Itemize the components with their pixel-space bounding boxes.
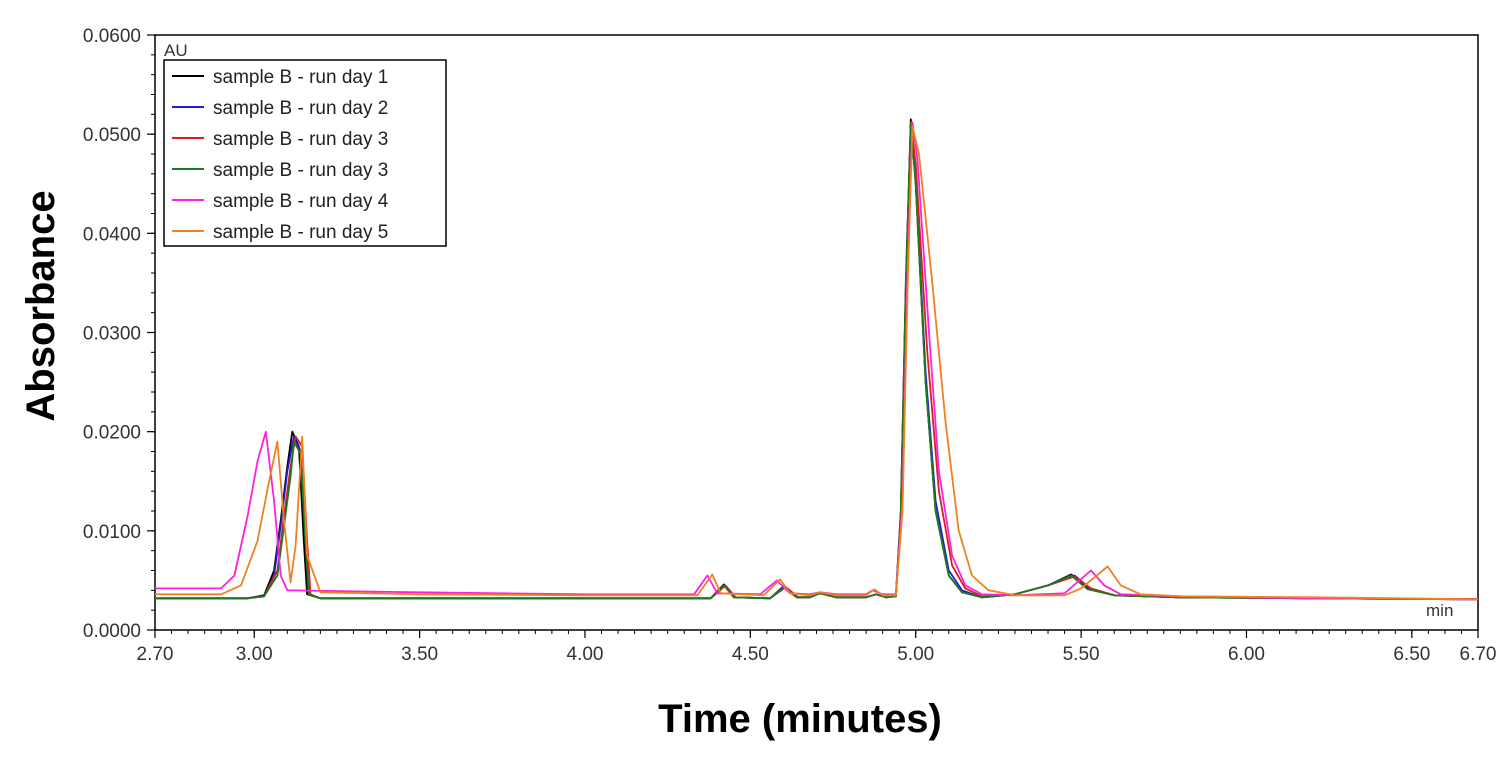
x-unit-label: min — [1426, 601, 1453, 620]
y-tick-label: 0.0000 — [83, 621, 141, 642]
y-unit-label: AU — [164, 41, 188, 60]
y-axis: 0.0000 0.0100 0.0200 0.0300 0.0400 0.0500 0.06… — [83, 26, 155, 642]
x-tick-label: 6.70 — [1460, 644, 1497, 665]
legend-label: sample B - run day 3 — [213, 129, 388, 150]
y-tick-label: 0.0500 — [83, 125, 141, 146]
y-tick-label: 0.0300 — [83, 324, 141, 345]
x-tick-label: 3.00 — [236, 644, 273, 665]
x-tick-label: 6.00 — [1228, 644, 1265, 665]
x-axis-title: Time (minutes) — [658, 697, 942, 741]
y-axis-title: Absorbance — [19, 190, 63, 421]
y-tick-label: 0.0400 — [83, 224, 141, 245]
legend: sample B - run day 1 sample B - run day 2… — [163, 59, 447, 247]
y-tick-label: 0.0200 — [83, 423, 141, 444]
y-tick-label: 0.0100 — [83, 522, 141, 543]
x-tick-label: 4.00 — [566, 644, 603, 665]
legend-label: sample B - run day 1 — [213, 67, 388, 88]
x-axis: 2.70 3.00 3.50 4.00 4.50 5.00 5.50 6.00 6.50 6.70 — [137, 630, 1497, 665]
series-line-6 — [155, 125, 1479, 601]
legend-label: sample B - run day 4 — [213, 191, 389, 212]
x-tick-label: 5.50 — [1063, 644, 1100, 665]
x-tick-label: 6.50 — [1393, 644, 1430, 665]
x-tick-label: 4.50 — [732, 644, 769, 665]
series-lines — [155, 118, 1479, 601]
legend-label: sample B - run day 5 — [213, 222, 388, 243]
x-tick-label: 2.70 — [137, 644, 174, 665]
y-tick-label: 0.0600 — [83, 26, 141, 47]
legend-label: sample B - run day 3 — [213, 160, 388, 181]
x-tick-label: 5.00 — [897, 644, 934, 665]
legend-label: sample B - run day 2 — [213, 98, 388, 119]
x-tick-label: 3.50 — [401, 644, 438, 665]
legend-box — [163, 59, 447, 247]
